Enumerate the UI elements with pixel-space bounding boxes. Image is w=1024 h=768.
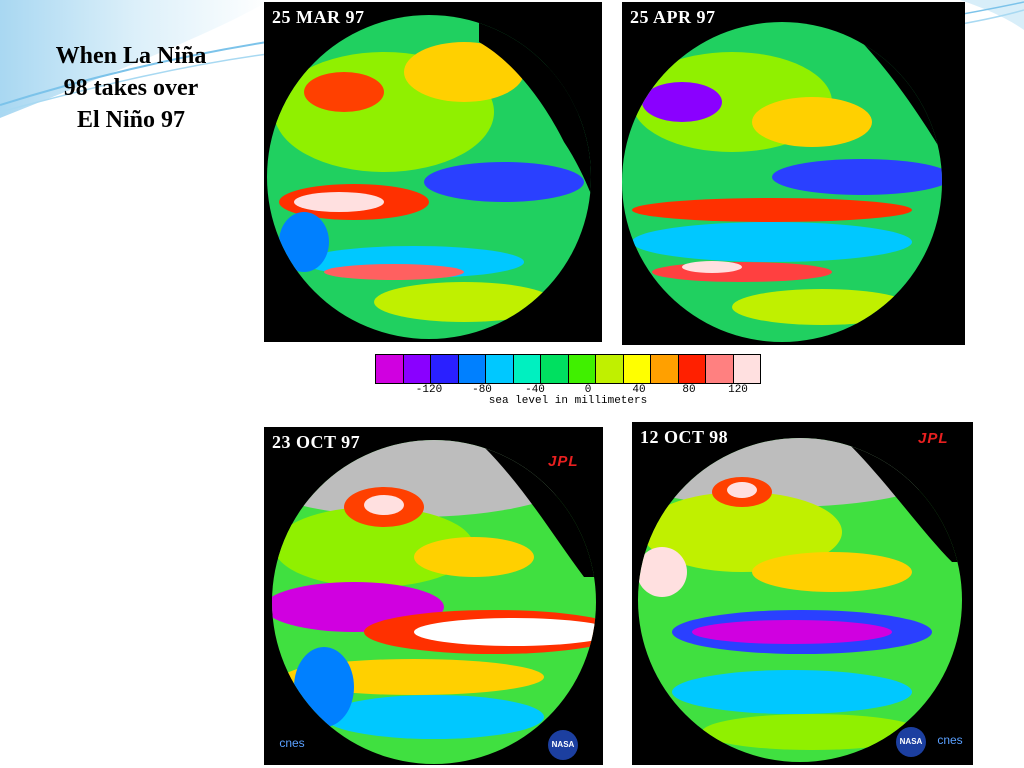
globe-panel-apr-97: 25 APR 97 xyxy=(622,2,965,345)
colorbar-legend: -120 -80 -40 0 40 80 120 sea level in mi… xyxy=(375,354,765,416)
colorbar-swatch xyxy=(430,355,458,383)
panel-date: 23 OCT 97 xyxy=(272,432,361,452)
tick-label: 40 xyxy=(632,384,646,396)
title-line-1: When La Niña xyxy=(55,43,207,69)
jpl-logo: JPL xyxy=(548,453,579,470)
colorbar-swatch xyxy=(512,355,540,383)
tick-label: -40 xyxy=(525,384,545,396)
tick-label: 0 xyxy=(584,384,592,396)
title-line-3: El Niño 97 xyxy=(76,107,186,133)
globe-image xyxy=(622,22,942,342)
panel-date: 25 MAR 97 xyxy=(272,7,365,27)
globe-image xyxy=(272,440,596,764)
tick-label: 120 xyxy=(728,384,748,396)
colorbar-ticks: -120 -80 -40 0 40 80 120 xyxy=(375,382,761,398)
globe-panel-mar-97: 25 MAR 97 xyxy=(264,2,602,342)
globe-image xyxy=(267,15,591,339)
colorbar-caption: sea level in millimeters xyxy=(488,395,648,407)
slide-title: When La Niña 98 takes over El Niño 97 xyxy=(22,40,240,136)
cnes-logo: cnes xyxy=(279,736,305,750)
cnes-logo: cnes xyxy=(937,733,963,747)
colorbar-swatch xyxy=(402,355,430,383)
colorbar-swatch xyxy=(457,355,485,383)
jpl-logo: JPL xyxy=(918,430,949,447)
colorbar-swatch xyxy=(595,355,623,383)
nasa-logo: NASA xyxy=(548,730,578,760)
colorbar-swatch xyxy=(622,355,650,383)
panel-date: 25 APR 97 xyxy=(630,7,716,27)
globe-image xyxy=(638,438,962,762)
colorbar-swatch xyxy=(677,355,705,383)
tick-label: -80 xyxy=(472,384,492,396)
colorbar-swatch xyxy=(732,355,760,383)
colorbar-swatch xyxy=(650,355,678,383)
colorbar-swatch xyxy=(705,355,733,383)
globe-panel-oct-98: 12 OCT 98 JPL NASA cnes xyxy=(632,422,973,765)
panel-date: 12 OCT 98 xyxy=(640,427,729,447)
colorbar-gradient xyxy=(375,354,761,384)
globe-panel-oct-97: 23 OCT 97 JPL cnes NASA xyxy=(264,427,603,765)
colorbar-swatch xyxy=(485,355,513,383)
colorbar-swatch xyxy=(540,355,568,383)
colorbar-swatch xyxy=(567,355,595,383)
title-line-2: 98 takes over xyxy=(63,75,199,101)
tick-label: -120 xyxy=(415,384,443,396)
tick-label: 80 xyxy=(682,384,696,396)
nasa-logo: NASA xyxy=(896,727,926,757)
colorbar-swatch xyxy=(376,355,403,383)
